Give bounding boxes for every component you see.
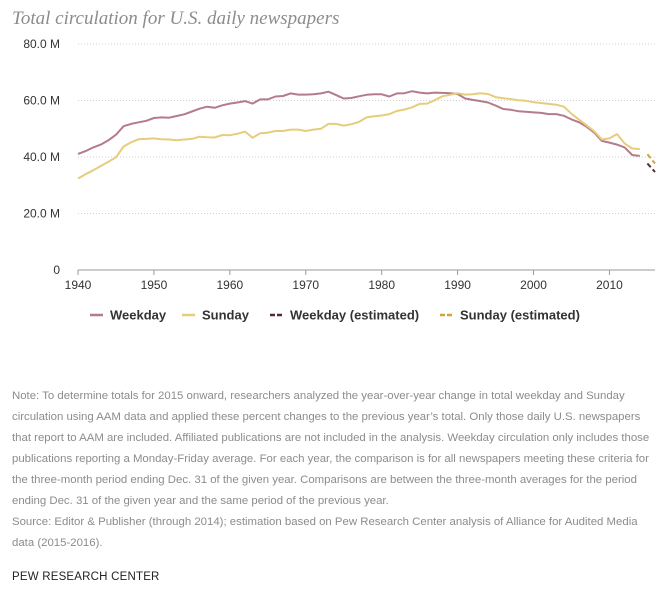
legend-item-sunday-estimated: Sunday (estimated) [440,308,580,323]
series-line-weekday-estimated [646,162,656,173]
series-line-sunday-estimated [646,153,656,165]
x-tick-label: 1960 [216,278,243,292]
legend-label: Weekday (estimated) [290,308,419,323]
legend-item-weekday-estimated: Weekday (estimated) [270,308,419,323]
legend-item-weekday: Weekday [90,308,167,323]
chart-title: Total circulation for U.S. daily newspap… [12,8,340,29]
y-tick-label: 40.0 M [23,150,60,164]
legend-label: Sunday (estimated) [460,308,580,323]
x-tick-label: 1940 [65,278,92,292]
y-tick-label: 0 [53,263,60,277]
x-tick-label: 1980 [368,278,395,292]
chart-note: Note: To determine totals for 2015 onwar… [12,390,650,507]
chart-source: Source: Editor & Publisher (through 2014… [12,516,638,549]
y-tick-label: 80.0 M [23,37,60,51]
legend-label: Weekday [110,308,167,323]
series-line-weekday [77,90,640,157]
x-tick-label: 1950 [141,278,168,292]
y-tick-label: 60.0 M [23,94,60,108]
legend-item-sunday: Sunday [182,308,250,323]
legend-label: Sunday [202,308,250,323]
publisher-brand: PEW RESEARCH CENTER [12,571,160,583]
x-tick-label: 2010 [596,278,623,292]
x-tick-label: 2000 [520,278,547,292]
x-tick-label: 1970 [292,278,319,292]
series-line-sunday [77,92,640,180]
y-tick-label: 20.0 M [23,207,60,221]
line-chart: 0 20.0 M 40.0 M 60.0 M 80.0 M 1940 1950 1960 197… [23,37,656,323]
x-tick-label: 1990 [444,278,471,292]
